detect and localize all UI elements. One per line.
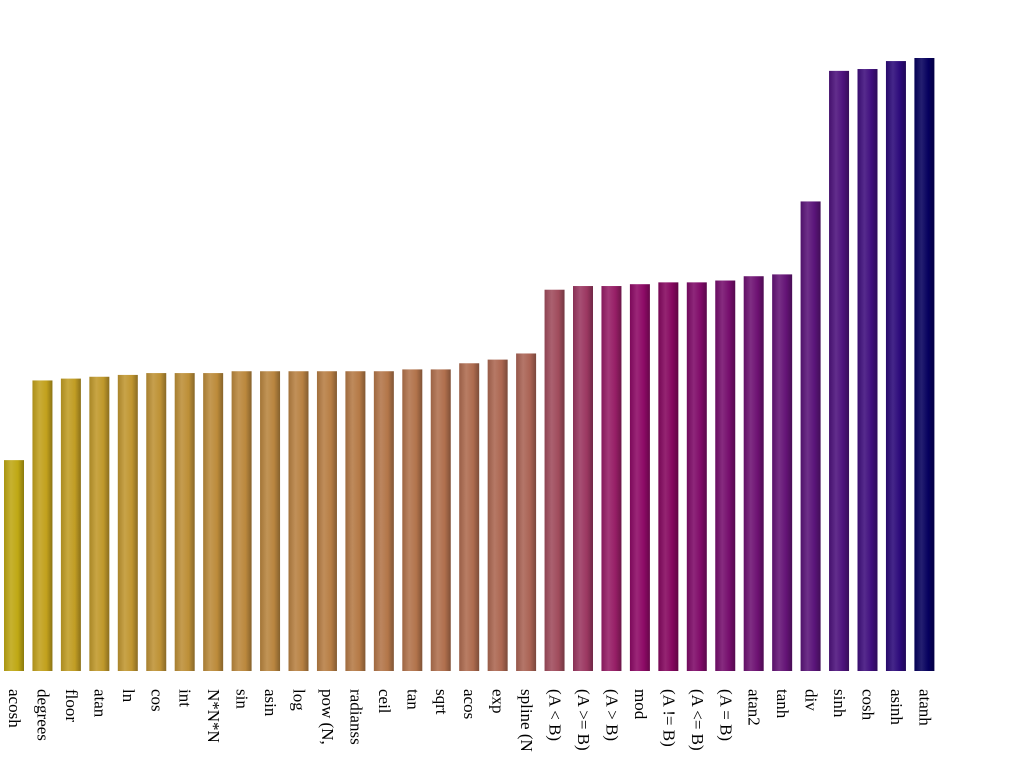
bar-12: [345, 371, 366, 671]
x-tick-label: tanh: [773, 689, 792, 719]
x-tick-label: (A < B): [546, 689, 565, 741]
bar-18: [516, 353, 537, 671]
bar-27: [772, 274, 793, 671]
bar-8: [231, 371, 252, 671]
bar-15: [430, 369, 451, 671]
x-tick-label: sqrt: [432, 689, 451, 715]
x-tick-label: atanh: [915, 689, 934, 726]
x-tick-label: div: [802, 689, 821, 711]
bar-5: [146, 373, 167, 671]
x-tick-label: mod: [631, 689, 650, 720]
x-tick-label: (A > B): [602, 689, 621, 741]
x-tick-label: ln: [119, 689, 138, 703]
bars-group: [4, 58, 935, 672]
bar-24: [686, 282, 707, 671]
x-tick-label: log: [290, 689, 309, 711]
bar-22: [629, 284, 650, 671]
x-tick-label: spline (N: [517, 689, 536, 752]
x-tick-label: acos: [460, 689, 479, 719]
x-tick-label: atan: [90, 689, 109, 718]
bar-2: [60, 378, 81, 671]
x-tick-label: exp: [489, 689, 508, 714]
tick-labels-group: acosh degrees floor atan ln cos int N*N*N sin asi…: [5, 689, 934, 752]
x-tick-label: (A <= B): [688, 689, 707, 751]
bar-29: [829, 70, 850, 672]
bar-28: [800, 201, 821, 671]
x-tick-label: sin: [233, 689, 252, 709]
x-tick-label: ceil: [375, 689, 394, 714]
x-tick-label: sinh: [830, 689, 849, 718]
bar-21: [601, 286, 622, 671]
bar-32: [914, 58, 935, 671]
bar-3: [89, 376, 110, 671]
x-tick-label: radianss: [346, 689, 365, 745]
bar-6: [174, 373, 195, 671]
bar-0: [4, 460, 24, 671]
bar-10: [288, 371, 309, 671]
x-tick-label: degrees: [33, 689, 52, 741]
bar-16: [459, 363, 480, 671]
bar-23: [658, 282, 679, 671]
bar-11: [316, 371, 337, 671]
bar-26: [743, 276, 764, 671]
x-tick-label: atan2: [745, 689, 764, 726]
bar-13: [373, 371, 394, 671]
x-tick-label: cos: [147, 689, 166, 712]
bar-20: [573, 286, 593, 671]
x-tick-label: N*N*N: [204, 689, 223, 743]
bar-30: [857, 69, 878, 671]
x-tick-label: acosh: [5, 689, 24, 728]
bar-19: [544, 289, 565, 671]
x-tick-label: asin: [261, 689, 280, 717]
bar-17: [487, 359, 508, 671]
bar-31: [885, 61, 906, 671]
x-tick-label: int: [176, 689, 195, 707]
x-tick-label: (A >= B): [574, 689, 593, 751]
bar-1: [32, 380, 53, 671]
bar-4: [117, 374, 138, 671]
x-tick-label: cosh: [859, 689, 878, 721]
bar-14: [402, 369, 423, 671]
x-tick-label: (A != B): [659, 689, 678, 747]
x-tick-label: tan: [403, 689, 422, 710]
x-tick-label: pow (N,: [318, 689, 337, 745]
x-tick-label: (A = B): [716, 689, 735, 741]
bar-9: [260, 371, 281, 671]
x-tick-label: floor: [62, 689, 81, 722]
bar-7: [203, 373, 224, 671]
bar-25: [715, 280, 736, 671]
x-tick-label: asinh: [887, 689, 906, 725]
